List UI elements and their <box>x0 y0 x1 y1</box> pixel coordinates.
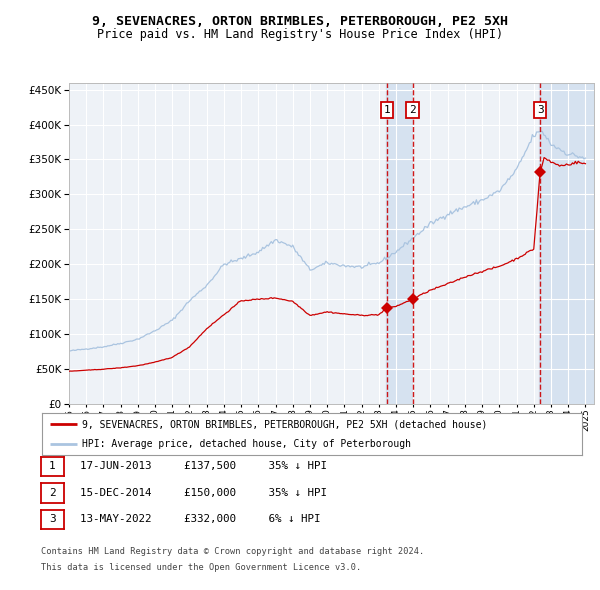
Text: 9, SEVENACRES, ORTON BRIMBLES, PETERBOROUGH, PE2 5XH (detached house): 9, SEVENACRES, ORTON BRIMBLES, PETERBORO… <box>83 419 488 430</box>
Bar <box>386 83 413 404</box>
Text: 1: 1 <box>383 105 390 115</box>
Text: Price paid vs. HM Land Registry's House Price Index (HPI): Price paid vs. HM Land Registry's House … <box>97 28 503 41</box>
Text: 9, SEVENACRES, ORTON BRIMBLES, PETERBOROUGH, PE2 5XH: 9, SEVENACRES, ORTON BRIMBLES, PETERBORO… <box>92 15 508 28</box>
Text: 2: 2 <box>409 105 416 115</box>
Text: HPI: Average price, detached house, City of Peterborough: HPI: Average price, detached house, City… <box>83 439 412 449</box>
Bar <box>539 83 594 404</box>
Text: 3: 3 <box>537 105 544 115</box>
Text: 1: 1 <box>49 461 56 471</box>
Text: 3: 3 <box>49 514 56 525</box>
Text: 2: 2 <box>49 488 56 498</box>
Text: 13-MAY-2022     £332,000     6% ↓ HPI: 13-MAY-2022 £332,000 6% ↓ HPI <box>67 514 320 525</box>
Text: 15-DEC-2014     £150,000     35% ↓ HPI: 15-DEC-2014 £150,000 35% ↓ HPI <box>67 488 327 498</box>
Text: 17-JUN-2013     £137,500     35% ↓ HPI: 17-JUN-2013 £137,500 35% ↓ HPI <box>67 461 327 471</box>
Text: Contains HM Land Registry data © Crown copyright and database right 2024.: Contains HM Land Registry data © Crown c… <box>41 548 424 556</box>
Text: This data is licensed under the Open Government Licence v3.0.: This data is licensed under the Open Gov… <box>41 563 361 572</box>
